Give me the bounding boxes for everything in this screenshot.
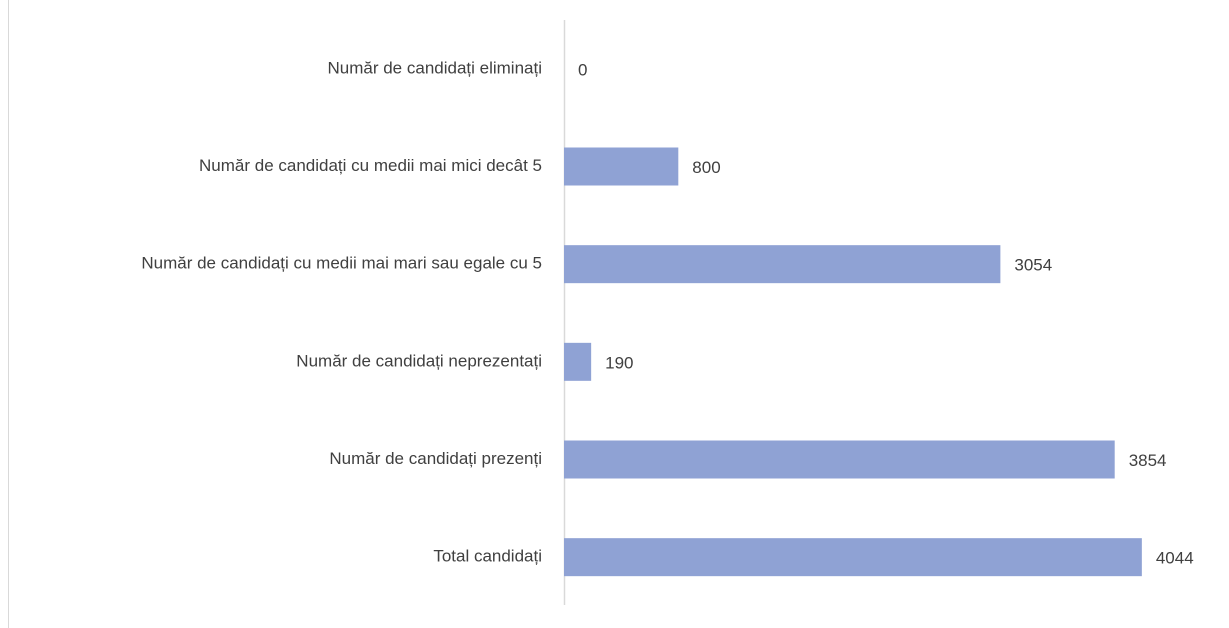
data-label: 4044: [1156, 549, 1194, 568]
bar: [564, 147, 679, 186]
bar: [564, 245, 1001, 284]
data-label: 0: [578, 60, 587, 79]
category-label: Număr de candidați cu medii mai mari sau…: [141, 254, 542, 273]
data-label: 800: [692, 158, 720, 177]
bar: [564, 440, 1115, 479]
data-label: 190: [605, 353, 633, 372]
category-label: Total candidați: [433, 547, 542, 566]
data-label: 3054: [1014, 256, 1052, 275]
category-label: Număr de candidați neprezentați: [296, 351, 542, 370]
category-label: Număr de candidați eliminați: [328, 58, 543, 77]
category-label: Număr de candidați prezenți: [329, 449, 542, 468]
category-label: Număr de candidați cu medii mai mici dec…: [199, 156, 542, 175]
bar: [564, 342, 592, 381]
data-label: 3854: [1129, 451, 1167, 470]
bar: [564, 538, 1142, 577]
